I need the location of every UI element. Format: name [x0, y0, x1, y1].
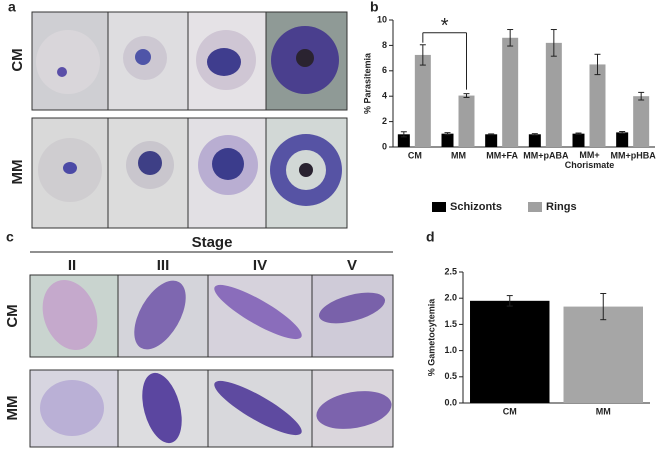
- x-tick-label: MM+pHBA: [611, 150, 657, 160]
- bar: [414, 54, 431, 147]
- x-tick-label: MM: [451, 150, 466, 160]
- significance-mark: *: [441, 15, 449, 37]
- bar: [528, 134, 541, 147]
- column-label: III: [157, 257, 170, 274]
- column-label: V: [347, 257, 357, 274]
- y-tick-label: 1.5: [444, 319, 457, 329]
- legend-swatch: [528, 202, 542, 212]
- bar: [589, 64, 606, 147]
- error-bar: [506, 295, 513, 307]
- y-tick-label: 0.5: [444, 371, 457, 381]
- y-tick-label: 1.0: [444, 345, 457, 355]
- x-tick-label: CM: [408, 150, 422, 160]
- y-tick-label: 2: [382, 116, 387, 126]
- row-label: CM: [9, 48, 26, 71]
- y-tick-label: 4: [382, 91, 387, 101]
- column-label: II: [68, 257, 76, 274]
- panel-label: b: [370, 0, 379, 15]
- legend-swatch: [432, 202, 446, 212]
- bar: [485, 134, 498, 147]
- panel-label: a: [8, 0, 16, 15]
- y-tick-label: 0: [382, 141, 387, 151]
- micrographs-a: [31, 11, 348, 229]
- x-tick-label: MM+FA: [486, 150, 518, 160]
- bar: [572, 133, 585, 147]
- error-bar: [619, 131, 626, 134]
- y-tick-label: 2.0: [444, 293, 457, 303]
- bar: [563, 306, 643, 403]
- bar: [545, 42, 562, 147]
- panel-label: c: [6, 229, 14, 245]
- legend-label: Schizonts: [450, 201, 502, 213]
- error-bar: [550, 29, 557, 57]
- bar: [470, 300, 550, 403]
- bar: [502, 37, 519, 147]
- error-bar: [488, 133, 495, 136]
- panel-label: d: [426, 229, 435, 245]
- error-bar: [575, 132, 582, 135]
- error-bar: [507, 29, 514, 47]
- error-bar: [419, 44, 426, 66]
- stage-title: Stage: [192, 234, 233, 251]
- row-label: MM: [4, 396, 21, 421]
- y-tick-label: 2.5: [444, 266, 457, 276]
- bar: [441, 133, 454, 147]
- error-bar: [444, 132, 451, 136]
- y-tick-label: 8: [382, 40, 387, 50]
- column-label: IV: [253, 257, 267, 274]
- bar: [616, 132, 629, 147]
- legend-label: Rings: [546, 201, 577, 213]
- significance-bracket: [422, 32, 467, 90]
- x-tick-label: MM+ Chorismate: [565, 150, 615, 170]
- bar: [397, 134, 410, 147]
- bar: [458, 95, 475, 147]
- x-tick-label: MM: [596, 406, 611, 416]
- y-tick-label: 0.0: [444, 397, 457, 407]
- row-label: CM: [4, 304, 21, 327]
- bar: [633, 96, 650, 147]
- x-tick-label: CM: [503, 406, 517, 416]
- x-tick-label: MM+pABA: [523, 150, 569, 160]
- error-bar: [638, 91, 645, 101]
- y-tick-label: 10: [377, 14, 387, 24]
- y-axis-label: % Parasitemia: [362, 52, 372, 114]
- error-bar: [400, 131, 407, 138]
- y-axis-label: % Gametocytemia: [426, 298, 436, 377]
- micrographs-c: [29, 274, 394, 448]
- error-bar: [531, 133, 538, 136]
- y-tick-label: 6: [382, 65, 387, 75]
- error-bar: [594, 53, 601, 76]
- row-label: MM: [9, 160, 26, 185]
- error-bar: [600, 292, 607, 321]
- error-bar: [463, 93, 470, 98]
